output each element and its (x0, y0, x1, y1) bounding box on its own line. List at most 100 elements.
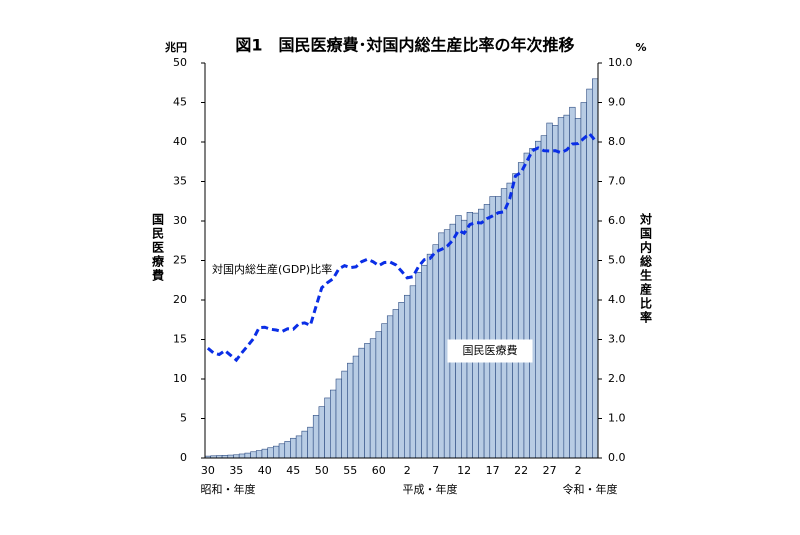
y2-tick-label: 0.0 (608, 451, 626, 464)
y2-tick-label: 10.0 (608, 56, 633, 69)
bar (261, 448, 268, 459)
y2-tick-label: 1.0 (608, 412, 626, 425)
bar (426, 253, 434, 459)
bar (301, 430, 308, 459)
bar (375, 331, 382, 459)
y2-tick-label: 5.0 (608, 254, 626, 267)
y-tick-label: 45 (173, 96, 187, 109)
x-tick-label: 17 (486, 464, 500, 477)
y2-axis-label: 対国内総生産比率 (639, 212, 653, 325)
bar (278, 443, 286, 459)
bar (535, 140, 542, 459)
y-tick-label: 0 (180, 451, 187, 464)
bar (352, 355, 360, 459)
bar (324, 397, 331, 459)
bar (330, 389, 337, 459)
x-tick-label: 60 (372, 464, 386, 477)
bar (506, 182, 513, 459)
bar (557, 117, 565, 459)
x-tick-label: 2 (404, 464, 411, 477)
bar (284, 441, 291, 459)
x-tick-label: 35 (229, 464, 243, 477)
bar (398, 302, 405, 459)
y-axis-label: 国民医療費 (151, 213, 165, 283)
y2-tick-label: 6.0 (608, 214, 626, 227)
bar (432, 244, 439, 459)
y-tick-label: 10 (173, 372, 187, 385)
bar (483, 204, 491, 459)
era-label: 昭和・年度 (201, 482, 256, 496)
x-tick-label: 2 (575, 464, 582, 477)
bar (312, 415, 320, 459)
bar (592, 78, 599, 459)
bar (250, 451, 257, 459)
y-tick-label: 40 (173, 135, 187, 148)
bar (290, 437, 297, 459)
bar (341, 370, 348, 459)
bar (421, 264, 428, 459)
ratio-line (206, 131, 597, 363)
bar (586, 88, 593, 459)
bar (392, 309, 399, 459)
bar (381, 323, 388, 459)
era-label: 平成・年度 (403, 482, 458, 496)
bar (540, 135, 548, 459)
y-tick-label: 50 (173, 56, 187, 69)
bar (369, 338, 377, 459)
bar (455, 215, 462, 459)
y2-unit: % (635, 41, 646, 54)
bar (307, 426, 314, 459)
y-tick-label: 35 (173, 175, 187, 188)
bar (489, 196, 496, 459)
bar (478, 208, 485, 459)
x-tick-label: 7 (432, 464, 439, 477)
bar (529, 148, 536, 459)
bar (563, 114, 570, 459)
y-tick-label: 5 (180, 412, 187, 425)
bar (409, 285, 417, 459)
bar (347, 362, 354, 459)
y2-tick-label: 4.0 (608, 293, 626, 306)
bar (318, 406, 325, 459)
y-tick-label: 15 (173, 333, 187, 346)
y-tick-label: 30 (173, 214, 187, 227)
x-tick-label: 50 (315, 464, 329, 477)
bar (466, 212, 473, 459)
bar (574, 118, 582, 459)
bar (386, 315, 394, 459)
x-tick-label: 30 (201, 464, 215, 477)
bar (580, 102, 587, 459)
y2-tick-label: 9.0 (608, 96, 626, 109)
bar (255, 450, 263, 459)
y2-tick-label: 8.0 (608, 135, 626, 148)
y2-tick-label: 7.0 (608, 175, 626, 188)
era-label: 令和・年度 (563, 482, 618, 496)
chart-title: 図1 国民医療費･対国内総生産比率の年次推移 (235, 36, 574, 55)
bar (295, 435, 303, 459)
y-tick-label: 25 (173, 254, 187, 267)
bar (415, 272, 422, 459)
y2-tick-label: 2.0 (608, 372, 626, 385)
label-box (447, 339, 533, 363)
y-unit: 兆円 (165, 40, 187, 54)
bar (335, 378, 342, 459)
bar (238, 453, 246, 459)
bar (517, 162, 525, 459)
bar (267, 447, 274, 459)
bar (495, 196, 502, 459)
bar (472, 212, 479, 459)
x-tick-label: 27 (543, 464, 557, 477)
line-label: 対国内総生産(GDP)比率 (212, 262, 332, 276)
bar (461, 219, 468, 459)
bar (500, 188, 508, 459)
bar (569, 106, 576, 459)
y-tick-label: 20 (173, 293, 187, 306)
bar-label: 国民医療費 (463, 343, 518, 357)
bar (523, 152, 530, 459)
bar (552, 125, 559, 459)
x-tick-label: 55 (343, 464, 357, 477)
x-tick-label: 22 (514, 464, 528, 477)
x-tick-label: 40 (258, 464, 272, 477)
bar (364, 343, 371, 459)
